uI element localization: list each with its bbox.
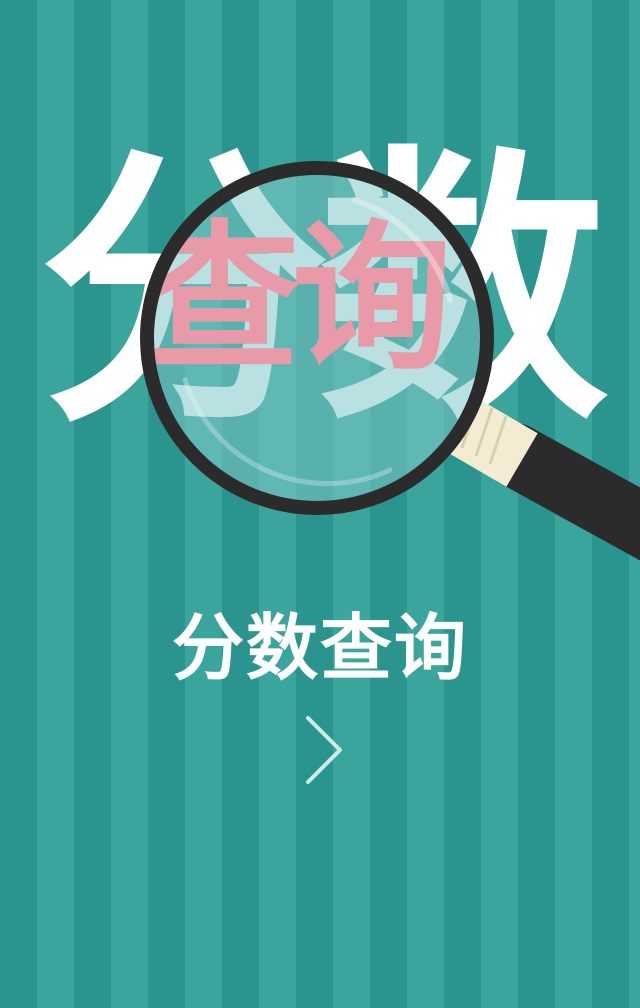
magnifier-frame [140,161,494,515]
magnifier-illustration: 分 数 查询 [140,161,640,561]
page-title: 分数查询 [171,606,468,690]
hero-illustration: 分 数 查询 [140,161,640,561]
next-button[interactable] [296,712,352,788]
hero-lens-text: 查询 [140,205,446,392]
chevron-right-icon [306,716,342,784]
magnifier-lens [149,170,485,506]
